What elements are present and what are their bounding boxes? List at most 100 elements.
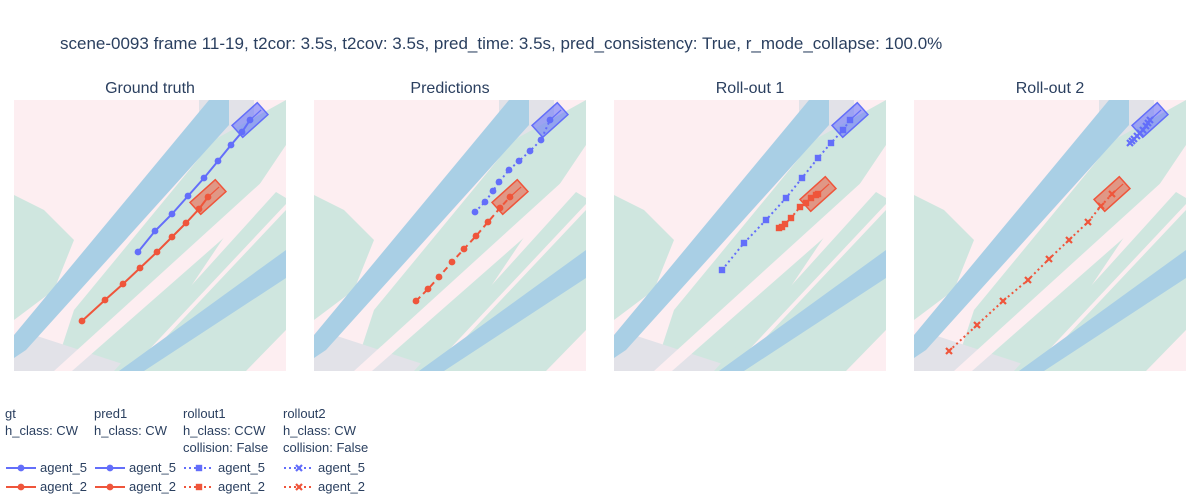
map-panel-2 [314,100,586,371]
subplot-title-ground-truth: Ground truth [105,80,195,97]
data-point-agent_5 [489,187,497,195]
map-area-green [14,195,74,320]
legend-symbol [184,464,214,472]
legend-symbol [95,483,125,491]
map-area-green [1034,210,1186,371]
data-point-agent_5 [168,210,176,218]
map-lane-pink [654,180,876,371]
legend-marker [106,483,114,491]
data-point-agent_2 [796,203,804,211]
map-panel-1 [14,100,286,371]
legend-symbol [6,464,36,472]
trajectory-panel-1 [78,101,270,325]
map-area-pink [246,330,286,371]
data-point-agent_5 [200,174,208,182]
legend-group: rollout2 [283,406,326,421]
legend-collision: collision: False [283,440,369,455]
series-line-agent_5 [721,119,851,271]
legend-symbol [184,483,214,491]
map-lane-pink [54,180,276,371]
legend-entry-agent_2[interactable]: agent_2 [5,479,105,495]
legend-group-header: rollout2 h_class: CW collision: False [283,405,368,456]
data-point-agent_2 [781,220,789,228]
data-point-agent_2 [1065,236,1073,244]
legend-marker [106,464,114,472]
legend-entry-agent_5[interactable]: agent_5 [5,460,105,476]
legend-group-header: rollout1 h_class: CCW collision: False [183,405,268,456]
data-point-agent_2 [460,245,468,253]
legend-entry-agent_5[interactable]: agent_5 [94,460,194,476]
data-point-agent_5 [782,194,790,202]
legend-entry-agent_5[interactable]: agent_5 [183,460,283,476]
data-point-agent_5 [227,141,235,149]
legend-marker [195,464,203,472]
legend-group: gt [5,406,16,421]
map-area-pink [1146,330,1186,371]
map-lane-pink [954,180,1176,371]
data-point-agent_5 [134,248,142,256]
legend-entry-agent_5[interactable]: agent_5 [283,460,383,476]
map-lane-pink [354,180,576,371]
legend-symbol [284,464,314,472]
map-area-green [134,210,286,371]
data-point-agent_2 [484,218,492,226]
legend-group-header: gt h_class: CW [5,405,78,456]
map-area-pink [846,330,886,371]
map-area-green [614,195,674,320]
trajectory-panel-3 [718,101,870,274]
data-point-agent_5 [151,227,159,235]
legend-symbol [284,483,314,491]
map-lane-blue [914,100,1129,358]
legend-label: agent_5 [129,460,176,475]
legend-label: agent_5 [218,460,265,475]
data-point-agent_5 [505,166,513,174]
legend-group-gt: gt h_class: CW agent_5 agent_2 [5,405,87,494]
map-area-pink [546,330,586,371]
legend-group-header: pred1 h_class: CW [94,405,167,456]
map-area-green [354,100,586,371]
vehicle-agent_2 [490,178,530,216]
vehicle-agent_2 [1092,175,1132,213]
legend-entry-agent_2[interactable]: agent_2 [283,479,383,495]
data-point-agent_2 [472,232,480,240]
vehicle-agent_5 [830,101,870,139]
map-area-green [654,100,886,371]
legend-entry-agent_2[interactable]: agent_2 [94,479,194,495]
legend-collision [5,439,78,456]
data-point-agent_2 [1024,276,1032,284]
legend-label: agent_2 [318,479,365,494]
data-point-agent_5 [814,154,822,162]
legend-symbol [6,483,36,491]
vehicle-agent_2 [798,175,838,213]
data-point-agent_5 [798,174,806,182]
legend-entry-agent_2[interactable]: agent_2 [183,479,283,495]
legend-h-class: h_class: CW [283,423,356,438]
legend-group: rollout1 [183,406,226,421]
subplot-title-rollout-2: Roll-out 2 [1015,80,1085,97]
vehicle-agent_5 [1130,101,1170,139]
data-point-agent_2 [435,273,443,281]
data-point-agent_2 [78,317,86,325]
map-lane-blue [119,250,286,371]
data-point-agent_2 [153,248,161,256]
figure-title: scene-0093 frame 11-19, t2cor: 3.5s, t2c… [60,34,943,53]
data-point-agent_5 [740,239,748,247]
map-lane-blue [1019,250,1186,371]
legend-marker [17,483,25,491]
legend-marker [195,483,203,491]
data-point-agent_5 [214,157,222,165]
data-point-agent_5 [718,266,726,274]
legend-group: pred1 [94,406,128,421]
legend-symbol [95,464,125,472]
vehicle-agent_2 [188,178,228,216]
vehicle-agent_5 [530,101,570,139]
data-point-agent_5 [515,157,523,165]
map-area-green [734,210,886,371]
trajectory-panel-2 [412,101,570,305]
map-panel-4 [914,100,1186,371]
map-area-green [314,195,374,320]
legend-label: agent_2 [218,479,265,494]
data-point-agent_2 [1084,218,1092,226]
data-point-agent_2 [448,258,456,266]
data-point-agent_5 [526,147,534,155]
